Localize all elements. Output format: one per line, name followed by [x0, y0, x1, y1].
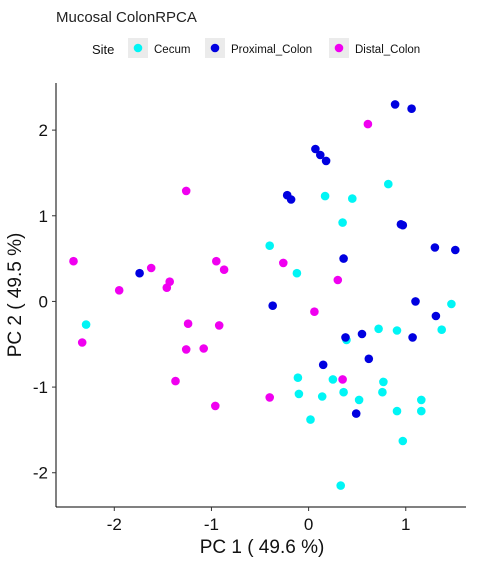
data-point — [339, 387, 348, 397]
data-point — [437, 325, 447, 335]
legend-marker — [133, 43, 143, 53]
data-point — [286, 195, 296, 204]
data-point — [338, 218, 347, 227]
data-point — [321, 156, 331, 166]
data-point — [363, 119, 373, 129]
data-point — [181, 345, 191, 354]
data-point — [447, 299, 456, 309]
data-point — [336, 481, 346, 490]
legend-label: Cecum — [154, 44, 190, 56]
data-point — [398, 436, 408, 446]
data-point — [265, 241, 275, 250]
data-point — [431, 311, 441, 321]
x-tick-label: 0 — [304, 515, 313, 534]
data-point — [364, 354, 374, 364]
legend-title: Site — [92, 42, 114, 57]
data-point — [69, 256, 78, 266]
data-point — [279, 258, 288, 268]
data-point — [311, 144, 320, 154]
y-axis-title: PC 2 ( 49.5 %) — [5, 233, 26, 358]
data-point — [316, 150, 325, 160]
data-point — [374, 324, 383, 334]
data-point — [214, 321, 224, 330]
data-point — [81, 320, 91, 329]
x-tick-label: 1 — [401, 515, 410, 534]
data-point — [292, 268, 302, 278]
legend-items: Cecum Proximal_Colon Distal_Colon — [128, 38, 420, 58]
data-point — [212, 256, 221, 266]
data-point — [114, 286, 124, 295]
data-point — [354, 395, 364, 405]
data-point — [294, 389, 304, 399]
legend-label: Proximal_Colon — [231, 44, 312, 56]
series-proximal-colon — [135, 100, 460, 418]
data-point — [306, 415, 315, 424]
plot-area: -2 -1 0 1 -2 -1 0 1 2 — [33, 83, 466, 534]
y-tick-label: 1 — [39, 207, 48, 226]
data-point — [199, 344, 208, 353]
x-tick-label: -2 — [107, 515, 122, 534]
data-point — [451, 245, 460, 255]
y-tick-label: 2 — [39, 121, 48, 140]
data-point — [407, 104, 416, 113]
data-point — [135, 268, 144, 278]
data-point — [351, 409, 361, 418]
data-point — [357, 329, 367, 339]
data-point — [378, 387, 387, 397]
series-distal-colon — [69, 119, 373, 411]
data-point — [348, 194, 357, 203]
data-point — [333, 275, 343, 285]
data-points — [69, 100, 460, 490]
y-axis-ticks: -2 -1 0 1 2 — [33, 121, 56, 483]
data-point — [310, 307, 319, 317]
legend-marker — [210, 43, 220, 53]
data-point — [384, 179, 393, 189]
data-point — [392, 406, 402, 416]
data-point — [379, 377, 388, 387]
data-point — [417, 395, 426, 405]
data-point — [390, 100, 400, 109]
data-point — [398, 220, 408, 230]
legend-label: Distal_Colon — [355, 44, 420, 56]
x-axis-title: PC 1 ( 49.6 %) — [200, 537, 325, 558]
data-point — [265, 393, 275, 402]
data-point — [171, 376, 180, 386]
data-point — [219, 265, 229, 275]
x-tick-label: -1 — [204, 515, 219, 534]
data-point — [338, 375, 347, 384]
data-point — [146, 263, 156, 273]
data-point — [341, 333, 350, 342]
data-point — [339, 254, 348, 263]
data-point — [211, 401, 220, 411]
data-point — [408, 333, 417, 342]
y-tick-label: 0 — [39, 292, 48, 311]
data-point — [181, 186, 191, 196]
data-point — [328, 375, 338, 384]
data-point — [411, 297, 420, 306]
data-point — [417, 406, 426, 416]
data-point — [392, 326, 402, 335]
data-point — [77, 338, 87, 347]
y-tick-label: -2 — [33, 464, 48, 483]
data-point — [320, 191, 330, 201]
data-point — [430, 243, 440, 252]
chart-title: Mucosal ColonRPCA — [56, 9, 197, 26]
data-point — [268, 301, 278, 311]
x-axis-ticks: -2 -1 0 1 — [107, 507, 410, 534]
data-point — [162, 283, 172, 293]
legend: Site Cecum Proximal_Colon Distal_Colon — [92, 38, 420, 58]
data-point — [318, 360, 328, 370]
data-point — [317, 392, 327, 401]
series-cecum — [81, 179, 456, 490]
data-point — [293, 373, 303, 383]
y-tick-label: -1 — [33, 378, 48, 397]
legend-marker — [334, 43, 344, 53]
data-point — [183, 319, 193, 329]
